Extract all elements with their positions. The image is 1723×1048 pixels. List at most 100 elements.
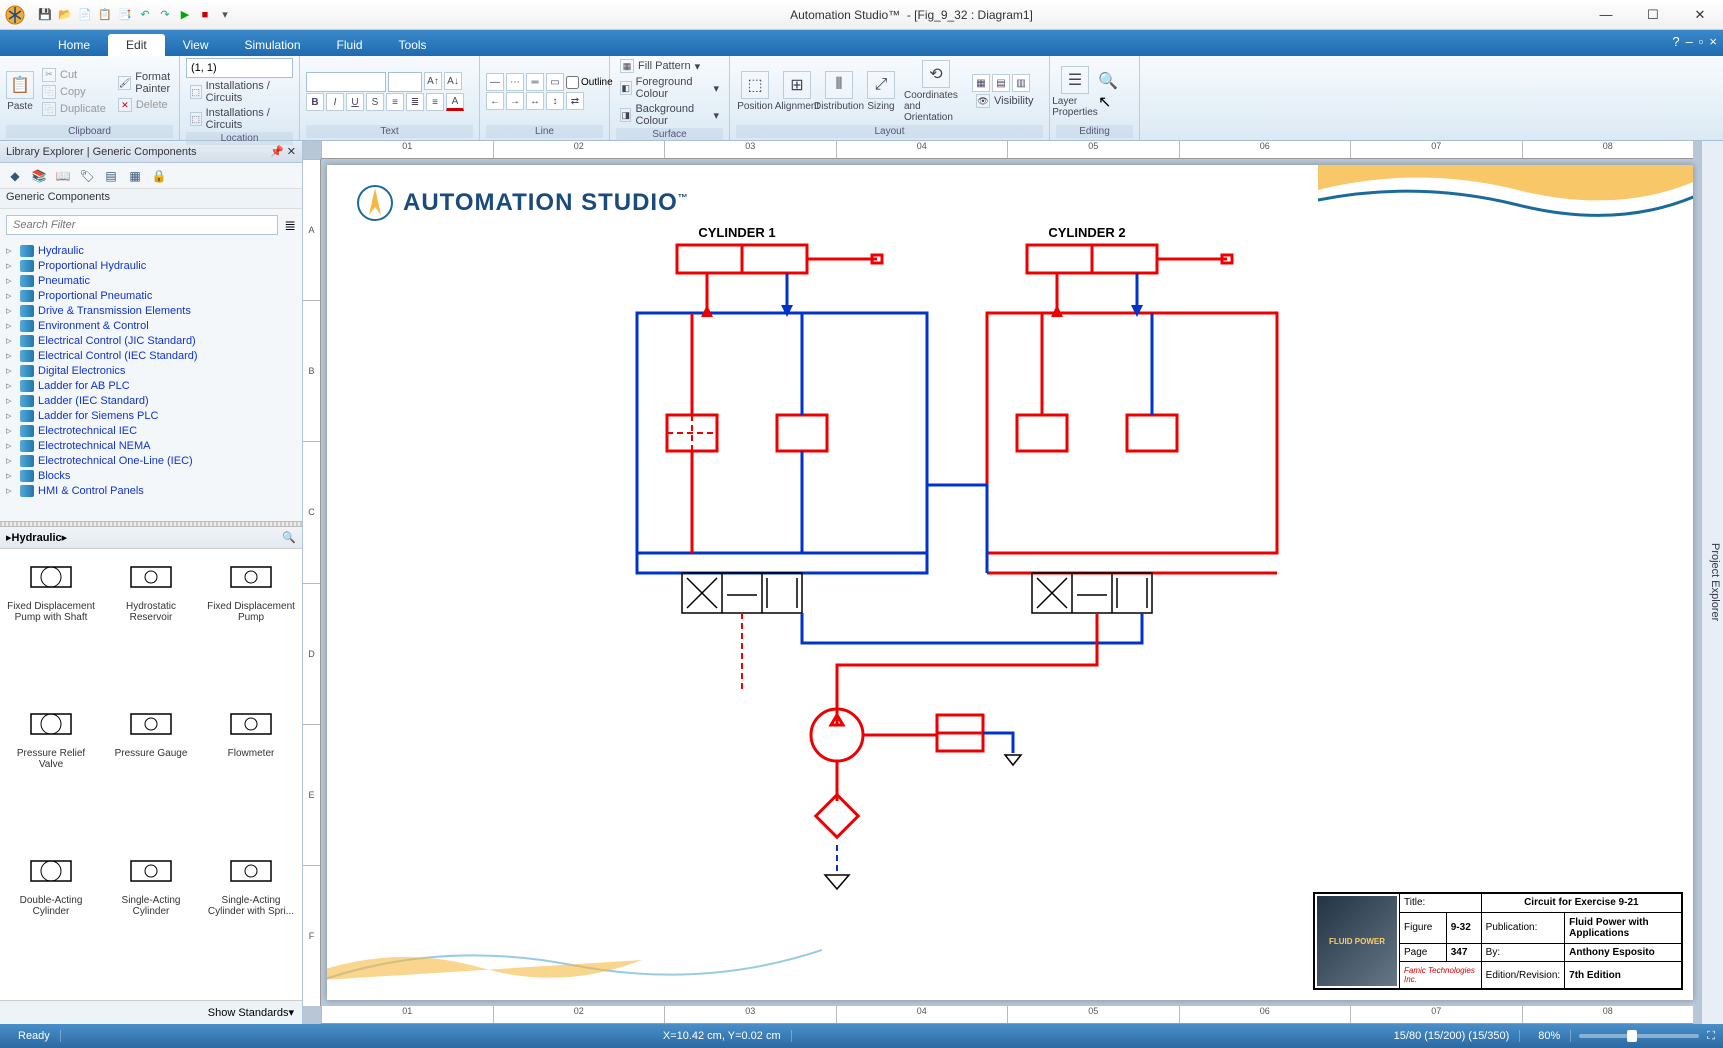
alignment-button[interactable]: ⊞Alignment <box>778 71 816 112</box>
layout-mini-2[interactable]: ▤ <box>992 74 1010 92</box>
tab-simulation[interactable]: Simulation <box>227 34 319 56</box>
qat-btn-2[interactable]: 📋 <box>96 6 114 24</box>
delete-button[interactable]: ✕Delete <box>114 97 175 113</box>
sizing-button[interactable]: ⤢Sizing <box>862 71 900 112</box>
window-minimize-button[interactable]: — <box>1583 1 1629 29</box>
window-maximize-button[interactable]: ☐ <box>1630 1 1676 29</box>
libtool-6[interactable]: ▦ <box>126 167 144 185</box>
ribbon-close-icon[interactable]: × <box>1709 34 1717 49</box>
libtool-5[interactable]: ▤ <box>102 167 120 185</box>
bg-color-button[interactable]: ◨Background Colour ▾ <box>616 102 723 128</box>
libtool-3[interactable]: 📖 <box>54 167 72 185</box>
copy-button[interactable]: ⿻Copy <box>38 84 110 100</box>
qat-btn-1[interactable]: 📄 <box>76 6 94 24</box>
edit-mini-2[interactable]: ↖ <box>1098 92 1118 112</box>
tree-item[interactable]: ▹Hydraulic <box>6 243 296 258</box>
line-style-4[interactable]: ▭ <box>546 73 564 91</box>
tree-item[interactable]: ▹Ladder for AB PLC <box>6 378 296 393</box>
visibility-button[interactable]: 👁Visibility <box>972 93 1038 109</box>
position-button[interactable]: ⬚Position <box>736 71 774 112</box>
tab-home[interactable]: Home <box>40 34 108 56</box>
palette-item[interactable]: Double-Acting Cylinder <box>4 851 98 992</box>
arrow-5[interactable]: ⇄ <box>566 92 584 110</box>
duplicate-button[interactable]: ⿻Duplicate <box>38 101 110 117</box>
italic-button[interactable]: I <box>326 93 344 111</box>
palette-item[interactable]: Fixed Displacement Pump with Shaft <box>4 557 98 698</box>
palette-find-icon[interactable]: 🔍 <box>282 531 296 544</box>
tree-item[interactable]: ▹Digital Electronics <box>6 363 296 378</box>
tree-item[interactable]: ▹Drive & Transmission Elements <box>6 303 296 318</box>
qat-stop-icon[interactable]: ■ <box>196 6 214 24</box>
search-options-icon[interactable]: ≣ <box>284 217 296 234</box>
pane-pin-icon[interactable]: 📌 <box>270 145 284 158</box>
paste-button[interactable]: 📋Paste <box>6 71 34 112</box>
align-right-button[interactable]: ≡ <box>426 93 444 111</box>
palette-item[interactable]: Pressure Gauge <box>104 704 198 845</box>
installations-button-1[interactable]: ⬚Installations / Circuits <box>186 79 293 105</box>
arrow-4[interactable]: ↕ <box>546 92 564 110</box>
tree-item[interactable]: ▹Blocks <box>6 468 296 483</box>
qat-save-icon[interactable]: 💾 <box>36 6 54 24</box>
ribbon-collapse-icon[interactable]: – <box>1686 34 1693 49</box>
palette-item[interactable]: Hydrostatic Reservoir <box>104 557 198 698</box>
palette-item[interactable]: Single-Acting Cylinder with Spri... <box>204 851 298 992</box>
tree-item[interactable]: ▹Environment & Control <box>6 318 296 333</box>
align-left-button[interactable]: ≡ <box>386 93 404 111</box>
tab-edit[interactable]: Edit <box>108 34 165 56</box>
palette-item[interactable]: Single-Acting Cylinder <box>104 851 198 992</box>
library-tree[interactable]: ▹Hydraulic▹Proportional Hydraulic▹Pneuma… <box>0 241 302 521</box>
tree-item[interactable]: ▹Electrical Control (JIC Standard) <box>6 333 296 348</box>
fg-color-button[interactable]: ◧Foreground Colour ▾ <box>616 75 723 101</box>
help-icon[interactable]: ? <box>1672 34 1679 49</box>
qat-redo-icon[interactable]: ↷ <box>156 6 174 24</box>
palette-item[interactable]: Pressure Relief Valve <box>4 704 98 845</box>
tree-item[interactable]: ▹Proportional Pneumatic <box>6 288 296 303</box>
grow-font-button[interactable]: A↑ <box>424 72 442 90</box>
qat-open-icon[interactable]: 📂 <box>56 6 74 24</box>
palette-item[interactable]: Fixed Displacement Pump <box>204 557 298 698</box>
pane-close-icon[interactable]: ✕ <box>287 145 296 158</box>
cut-button[interactable]: ✂Cut <box>38 67 110 83</box>
font-color-button[interactable]: A <box>446 93 464 111</box>
hydraulic-circuit[interactable]: CYLINDER 1 CYLINDER 2 <box>557 225 1457 925</box>
layout-mini-3[interactable]: ▥ <box>1012 74 1030 92</box>
font-size-select[interactable] <box>388 72 422 92</box>
installations-button-2[interactable]: ⬚Installations / Circuits <box>186 106 293 132</box>
tab-tools[interactable]: Tools <box>381 34 445 56</box>
libtool-4[interactable]: 🏷 <box>78 167 96 185</box>
qat-btn-3[interactable]: 📑 <box>116 6 134 24</box>
tree-item[interactable]: ▹Electrotechnical NEMA <box>6 438 296 453</box>
format-painter-button[interactable]: 🖌Format Painter <box>114 70 175 96</box>
tree-item[interactable]: ▹Ladder (IEC Standard) <box>6 393 296 408</box>
fill-pattern-button[interactable]: ▦Fill Pattern ▾ <box>616 58 723 74</box>
coordinate-input[interactable] <box>186 58 293 78</box>
font-family-select[interactable] <box>306 72 386 92</box>
project-explorer-tab[interactable]: Project Explorer <box>1701 141 1723 1024</box>
libtool-lock-icon[interactable]: 🔒 <box>150 167 168 185</box>
line-style-2[interactable]: ⋯ <box>506 73 524 91</box>
edit-mini-1[interactable]: 🔍 <box>1098 71 1118 91</box>
layer-properties-button[interactable]: ☰Layer Properties <box>1056 66 1094 118</box>
arrow-3[interactable]: ↔ <box>526 92 544 110</box>
zoom-fit-icon[interactable]: ⛶ <box>1707 1030 1715 1043</box>
zoom-slider[interactable] <box>1579 1034 1699 1038</box>
tree-item[interactable]: ▹Electrical Control (IEC Standard) <box>6 348 296 363</box>
category-bar[interactable]: ▸ Hydraulic ▸🔍 <box>0 527 302 549</box>
tree-item[interactable]: ▹Ladder for Siemens PLC <box>6 408 296 423</box>
coord-orient-button[interactable]: ⟲Coordinates and Orientation <box>904 60 968 123</box>
show-standards-button[interactable]: Show Standards ▾ <box>0 1000 302 1024</box>
tree-item[interactable]: ▹Pneumatic <box>6 273 296 288</box>
libtool-1[interactable]: ◆ <box>6 167 24 185</box>
qat-dropdown[interactable]: ▾ <box>216 6 234 24</box>
palette-item[interactable]: Flowmeter <box>204 704 298 845</box>
app-icon[interactable] <box>0 0 30 30</box>
tab-view[interactable]: View <box>165 34 227 56</box>
arrow-2[interactable]: → <box>506 92 524 110</box>
status-zoom[interactable]: 80% <box>1528 1030 1571 1042</box>
qat-play-icon[interactable]: ▶ <box>176 6 194 24</box>
strike-button[interactable]: S <box>366 93 384 111</box>
tree-item[interactable]: ▹Electrotechnical IEC <box>6 423 296 438</box>
libtool-2[interactable]: 📚 <box>30 167 48 185</box>
window-close-button[interactable]: ✕ <box>1677 1 1723 29</box>
qat-undo-icon[interactable]: ↶ <box>136 6 154 24</box>
